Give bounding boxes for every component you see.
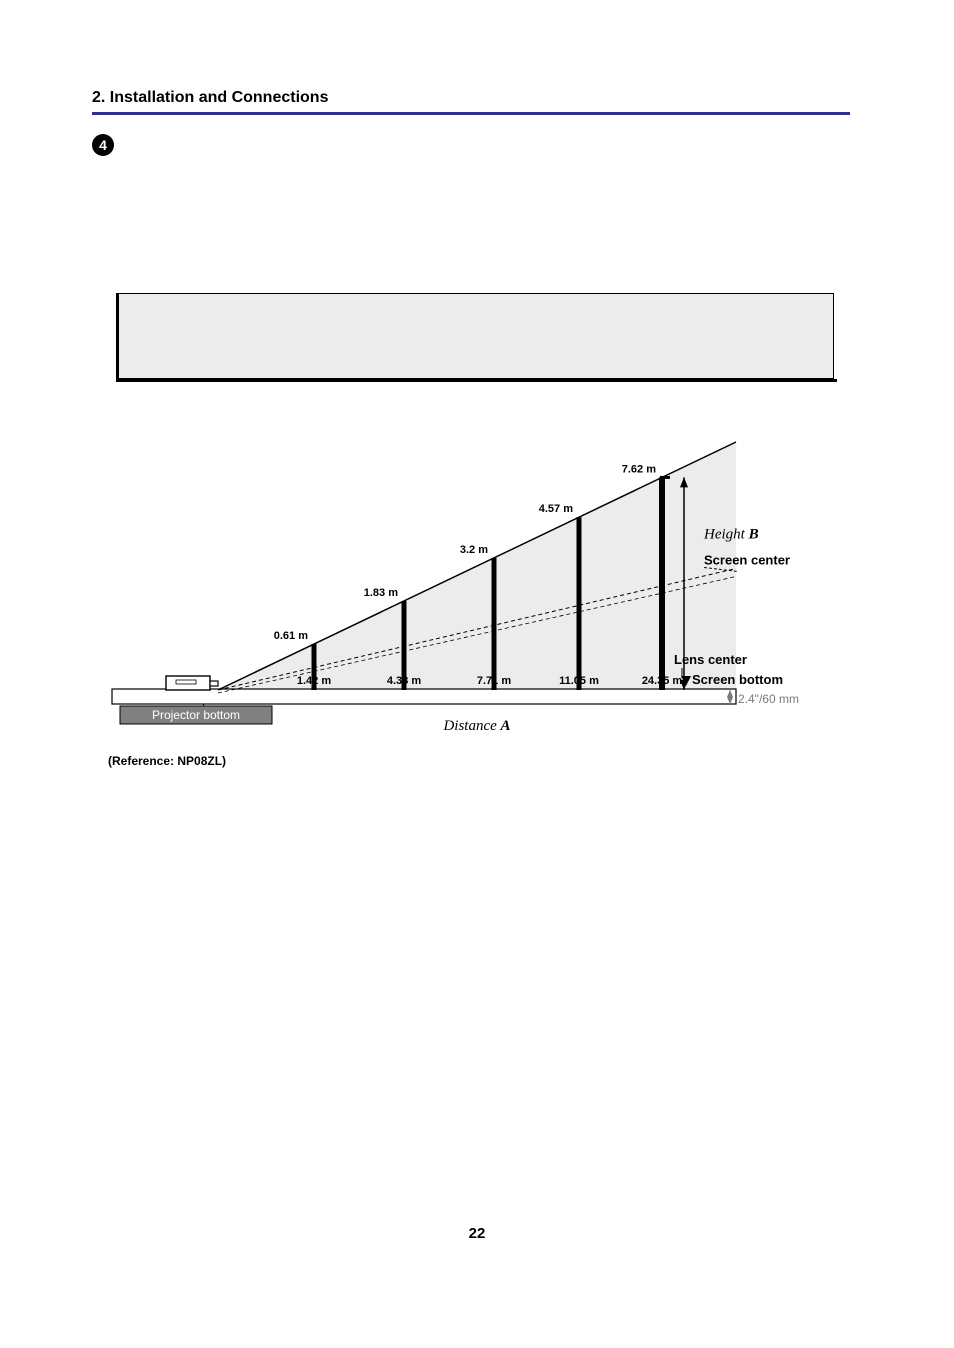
svg-text:Lens center: Lens center bbox=[674, 652, 747, 667]
svg-text:Projector bottom: Projector bottom bbox=[152, 708, 240, 722]
svg-text:Screen bottom: Screen bottom bbox=[692, 672, 783, 687]
svg-text:1.42 m: 1.42 m bbox=[297, 675, 331, 687]
svg-text:2.4"/60 mm: 2.4"/60 mm bbox=[738, 692, 799, 706]
page-number: 22 bbox=[0, 1225, 954, 1242]
svg-text:24.35 m: 24.35 m bbox=[642, 675, 683, 687]
section-divider bbox=[92, 112, 850, 115]
reference-caption: (Reference: NP08ZL) bbox=[108, 754, 226, 768]
svg-text:4.38 m: 4.38 m bbox=[387, 675, 421, 687]
note-box bbox=[118, 293, 834, 379]
section-title: 2. Installation and Connections bbox=[92, 89, 328, 107]
svg-text:Height B: Height B bbox=[703, 527, 759, 543]
svg-text:Distance A: Distance A bbox=[442, 718, 510, 734]
svg-text:Screen center: Screen center bbox=[704, 552, 790, 567]
svg-text:4.57 m: 4.57 m bbox=[539, 503, 573, 515]
note-box-left-rule bbox=[116, 293, 119, 382]
svg-text:0.61 m: 0.61 m bbox=[274, 630, 308, 642]
note-box-bottom-rule bbox=[116, 379, 837, 382]
svg-text:7.62 m: 7.62 m bbox=[622, 463, 656, 475]
step-bullet-4: 4 bbox=[92, 134, 114, 156]
svg-text:11.05 m: 11.05 m bbox=[559, 675, 599, 687]
svg-text:3.2 m: 3.2 m bbox=[460, 544, 488, 556]
svg-text:7.71 m: 7.71 m bbox=[477, 675, 511, 687]
svg-text:1.83 m: 1.83 m bbox=[364, 587, 398, 599]
throw-distance-diagram: Projector bottom 0.61 m 1.42 m 1.83 m 4.38 m… bbox=[104, 438, 864, 738]
